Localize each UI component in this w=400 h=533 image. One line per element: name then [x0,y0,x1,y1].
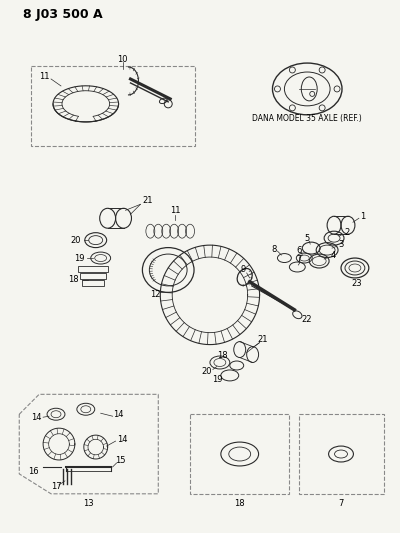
Text: 10: 10 [117,54,128,63]
Text: 11: 11 [170,206,180,215]
Text: 13: 13 [84,499,94,508]
Text: 7: 7 [297,255,302,263]
Text: 20: 20 [202,367,212,376]
Text: 18: 18 [68,276,79,285]
Text: 12: 12 [150,290,160,300]
Text: 14: 14 [31,413,41,422]
Text: 14: 14 [117,434,128,443]
Text: 11: 11 [39,72,49,82]
Text: 18: 18 [218,351,228,360]
Text: 15: 15 [115,456,126,465]
Text: 7: 7 [338,499,344,508]
Bar [190,414,289,494]
Text: 8 J03 500 A: 8 J03 500 A [23,8,103,21]
Text: 19: 19 [212,375,222,384]
Text: 5: 5 [305,233,310,243]
Text: 18: 18 [234,499,245,508]
Bar [78,266,108,272]
Bar [80,273,106,279]
Bar [31,66,195,146]
Text: 3: 3 [338,240,344,248]
Text: 17: 17 [51,482,61,491]
Text: 21: 21 [142,196,153,205]
Text: 19: 19 [74,254,84,263]
Text: 16: 16 [28,467,38,477]
Text: 8: 8 [272,245,277,254]
Text: 6: 6 [297,246,302,255]
Text: 4: 4 [330,251,336,260]
Text: 21: 21 [257,335,268,344]
Bar [299,414,384,494]
Bar [82,280,104,286]
Text: 2: 2 [344,228,350,237]
Text: 23: 23 [352,279,362,288]
Text: 20: 20 [71,236,81,245]
Text: 1: 1 [360,212,366,221]
Text: 9: 9 [240,265,245,274]
Text: 22: 22 [301,315,312,324]
Text: 14: 14 [113,410,124,419]
Text: DANA MODEL 35 AXLE (REF.): DANA MODEL 35 AXLE (REF.) [252,114,362,123]
